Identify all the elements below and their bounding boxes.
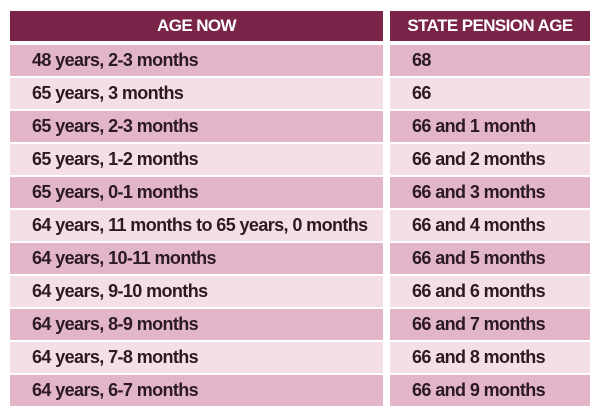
table-row: 64 years, 6-7 months 66 and 9 months [10,375,590,406]
pension-age-cell: 66 and 2 months [390,144,590,175]
age-cell: 48 years, 2-3 months [10,45,383,76]
age-cell: 64 years, 9-10 months [10,276,383,307]
pension-age-cell: 66 and 7 months [390,309,590,340]
pension-age-cell: 66 and 1 month [390,111,590,142]
age-cell: 64 years, 10-11 months [10,243,383,274]
age-cell: 65 years, 3 months [10,78,383,109]
table-row: 65 years, 1-2 months 66 and 2 months [10,144,590,175]
table-row: 64 years, 10-11 months 66 and 5 months [10,243,590,274]
column-header: AGE NOW [10,11,383,41]
pension-age-cell: 66 and 6 months [390,276,590,307]
table-row: 65 years, 0-1 months 66 and 3 months [10,177,590,208]
age-cell: 65 years, 1-2 months [10,144,383,175]
age-cell: 65 years, 0-1 months [10,177,383,208]
pension-age-cell: 66 and 4 months [390,210,590,241]
pension-age-cell: 66 and 3 months [390,177,590,208]
table-row: 64 years, 9-10 months 66 and 6 months [10,276,590,307]
column-header: STATE PENSION AGE [390,11,590,41]
table-row: 64 years, 11 months to 65 years, 0 month… [10,210,590,241]
table-row: 65 years, 2-3 months 66 and 1 month [10,111,590,142]
age-cell: 64 years, 7-8 months [10,342,383,373]
age-cell: 64 years, 6-7 months [10,375,383,406]
pension-age-cell: 66 [390,78,590,109]
header-row: AGE NOW STATE PENSION AGE [10,11,590,41]
age-cell: 64 years, 11 months to 65 years, 0 month… [10,210,383,241]
table-row: 64 years, 7-8 months 66 and 8 months [10,342,590,373]
table-row: 65 years, 3 months 66 [10,78,590,109]
age-cell: 64 years, 8-9 months [10,309,383,340]
pension-age-cell: 66 and 9 months [390,375,590,406]
pension-age-cell: 66 and 8 months [390,342,590,373]
pension-age-cell: 68 [390,45,590,76]
pension-age-cell: 66 and 5 months [390,243,590,274]
table-row: 64 years, 8-9 months 66 and 7 months [10,309,590,340]
table-row: 48 years, 2-3 months 68 [10,45,590,76]
age-cell: 65 years, 2-3 months [10,111,383,142]
